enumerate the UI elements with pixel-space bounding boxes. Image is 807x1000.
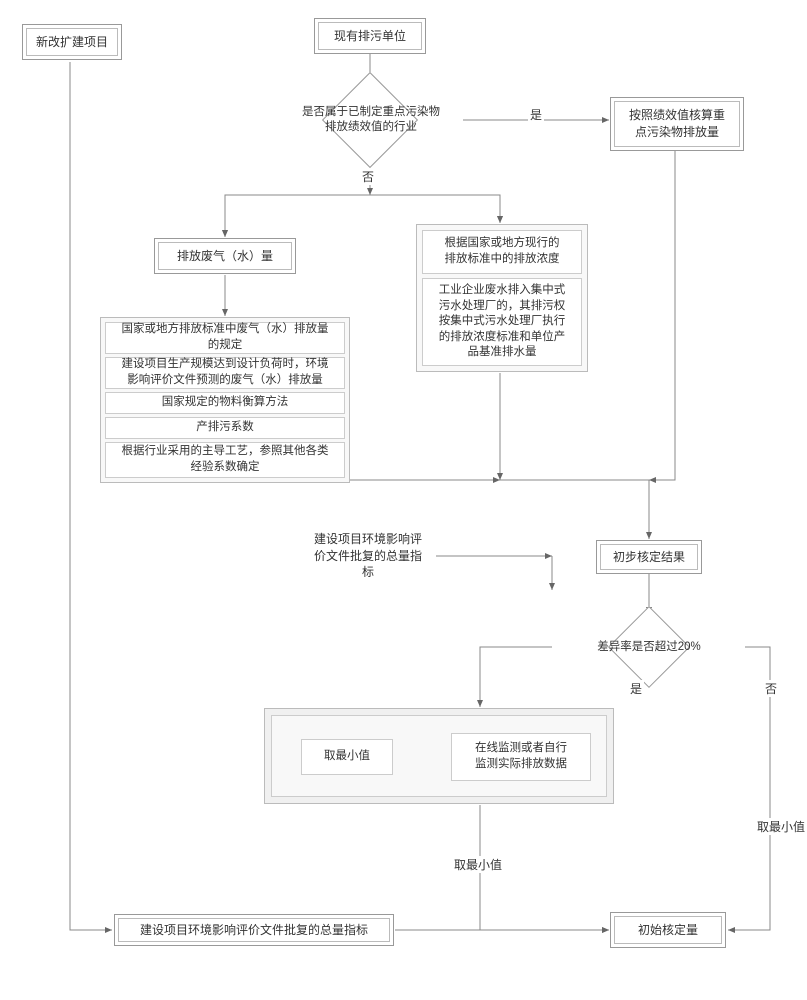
label-take-min-2: 取最小值	[452, 856, 504, 873]
label-yes-1: 是	[528, 106, 544, 123]
text: 国家规定的物料衡算方法	[162, 395, 289, 411]
group-methods: 国家或地方排放标准中废气（水）排放量 的规定 建设项目生产规模达到设计负荷时，环…	[100, 317, 350, 483]
node-prelim-result: 初步核定结果	[596, 540, 702, 574]
node-method-b: 建设项目生产规模达到设计负荷时，环境 影响评价文件预测的废气（水）排放量	[105, 357, 345, 389]
node-method-e: 根据行业采用的主导工艺，参照其他各类 经验系数确定	[105, 442, 345, 478]
text: 在线监测或者自行 监测实际排放数据	[475, 741, 567, 772]
text: 初始核定量	[638, 922, 698, 939]
text: 产排污系数	[196, 420, 254, 436]
label-take-min-1: 取最小值	[755, 818, 807, 835]
decision-industry-text: 是否属于已制定重点污染物 排放绩效值的行业	[278, 97, 464, 143]
node-perf-calc: 按照绩效值核算重 点污染物排放量	[610, 97, 744, 151]
text: 建设项目环境影响评 价文件批复的总量指 标	[314, 531, 422, 581]
group-min-monitor: 取最小值 在线监测或者自行 监测实际排放数据	[264, 708, 614, 804]
text: 根据行业采用的主导工艺，参照其他各类 经验系数确定	[122, 444, 329, 475]
text: 工业企业废水排入集中式 污水处理厂的，其排污权 按集中式污水处理厂执行 的排放浓…	[439, 283, 566, 361]
label-no-1: 否	[360, 168, 376, 185]
node-method-d: 产排污系数	[105, 417, 345, 439]
text: 建设项目生产规模达到设计负荷时，环境 影响评价文件预测的废气（水）排放量	[122, 357, 329, 388]
node-new-project: 新改扩建项目	[22, 24, 122, 60]
label-yes-2: 是	[628, 680, 644, 697]
node-min-val: 取最小值	[301, 739, 393, 775]
text: 是否属于已制定重点污染物 排放绩效值的行业	[302, 105, 440, 135]
node-existing-unit: 现有排污单位	[314, 18, 426, 54]
node-initial-amount: 初始核定量	[610, 912, 726, 948]
node-bottom-index: 建设项目环境影响评价文件批复的总量指标	[114, 914, 394, 946]
text: 根据国家或地方现行的 排放标准中的排放浓度	[445, 236, 560, 267]
text: 初步核定结果	[613, 549, 685, 566]
node-industrial-waste: 工业企业废水排入集中式 污水处理厂的，其排污权 按集中式污水处理厂执行 的排放浓…	[422, 278, 582, 366]
group-concentration: 根据国家或地方现行的 排放标准中的排放浓度 工业企业废水排入集中式 污水处理厂的…	[416, 224, 588, 372]
node-waste-emit: 排放废气（水）量	[154, 238, 296, 274]
node-monitor: 在线监测或者自行 监测实际排放数据	[451, 733, 591, 781]
text: 新改扩建项目	[36, 34, 108, 51]
node-method-c: 国家规定的物料衡算方法	[105, 392, 345, 414]
node-method-a: 国家或地方排放标准中废气（水）排放量 的规定	[105, 322, 345, 354]
text: 按照绩效值核算重 点污染物排放量	[629, 107, 725, 141]
node-conc-std: 根据国家或地方现行的 排放标准中的排放浓度	[422, 230, 582, 274]
text: 取最小值	[324, 749, 370, 765]
text: 差异率是否超过20%	[597, 640, 701, 655]
text: 国家或地方排放标准中废气（水）排放量 的规定	[122, 322, 329, 353]
text: 现有排污单位	[334, 28, 406, 45]
node-total-index: 建设项目环境影响评 价文件批复的总量指 标	[300, 528, 436, 584]
text: 建设项目环境影响评价文件批复的总量指标	[140, 922, 368, 939]
text: 排放废气（水）量	[177, 248, 273, 265]
decision-diff-rate-text: 差异率是否超过20%	[566, 632, 732, 662]
label-no-2: 否	[763, 680, 779, 697]
